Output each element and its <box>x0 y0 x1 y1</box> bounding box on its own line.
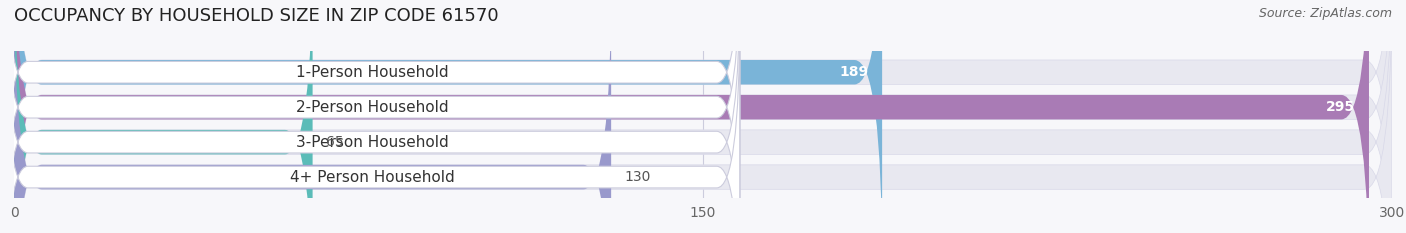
Text: 2-Person Household: 2-Person Household <box>297 100 449 115</box>
FancyBboxPatch shape <box>14 0 1369 233</box>
FancyBboxPatch shape <box>4 0 740 233</box>
FancyBboxPatch shape <box>14 0 1392 233</box>
Text: 295: 295 <box>1326 100 1355 114</box>
Text: Source: ZipAtlas.com: Source: ZipAtlas.com <box>1258 7 1392 20</box>
Text: 130: 130 <box>624 170 651 184</box>
FancyBboxPatch shape <box>14 0 882 233</box>
FancyBboxPatch shape <box>4 0 740 233</box>
FancyBboxPatch shape <box>14 0 612 233</box>
FancyBboxPatch shape <box>4 0 740 233</box>
Text: 1-Person Household: 1-Person Household <box>297 65 449 80</box>
FancyBboxPatch shape <box>14 0 312 233</box>
FancyBboxPatch shape <box>14 0 1392 233</box>
FancyBboxPatch shape <box>14 0 1392 233</box>
Text: OCCUPANCY BY HOUSEHOLD SIZE IN ZIP CODE 61570: OCCUPANCY BY HOUSEHOLD SIZE IN ZIP CODE … <box>14 7 499 25</box>
Text: 3-Person Household: 3-Person Household <box>295 135 449 150</box>
Text: 189: 189 <box>839 65 869 79</box>
Text: 4+ Person Household: 4+ Person Household <box>290 170 454 185</box>
Text: 65: 65 <box>326 135 344 149</box>
FancyBboxPatch shape <box>4 13 740 233</box>
FancyBboxPatch shape <box>14 0 1392 233</box>
